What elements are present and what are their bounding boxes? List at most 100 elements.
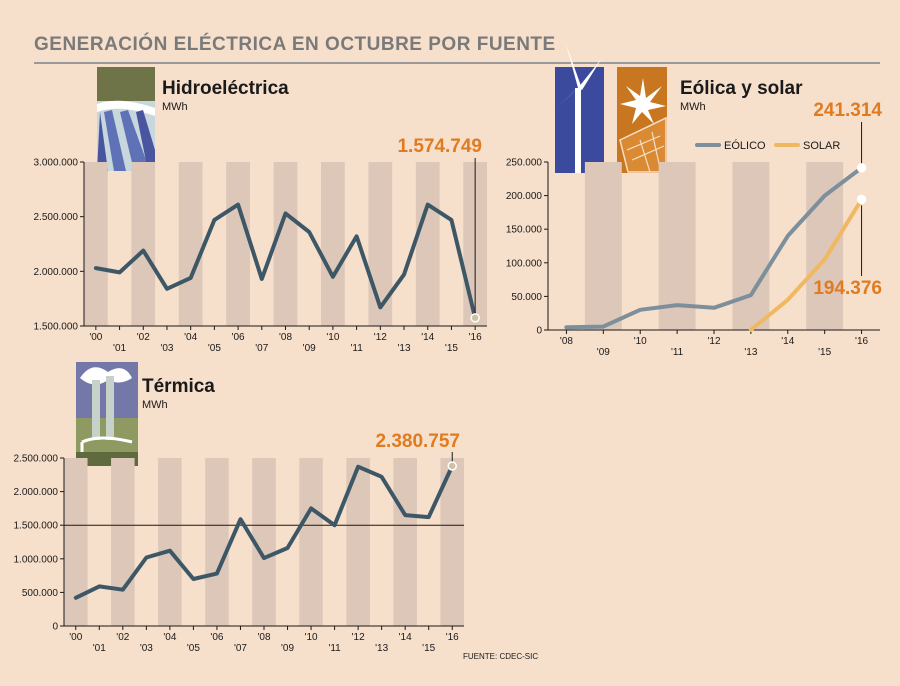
wind-solar-unit: MWh bbox=[680, 101, 706, 113]
y-tick-label: 0 bbox=[536, 326, 542, 337]
stripe bbox=[226, 162, 250, 326]
stripe bbox=[158, 458, 182, 626]
x-tick-label: '14 bbox=[781, 336, 794, 347]
stripe bbox=[732, 162, 770, 330]
stripe bbox=[131, 162, 156, 326]
eolico-highlight-value: 241.314 bbox=[813, 100, 882, 121]
x-tick-label: '08 bbox=[279, 332, 292, 343]
title-divider bbox=[34, 62, 880, 64]
y-tick-label: 200.000 bbox=[506, 191, 543, 202]
solar-line bbox=[748, 197, 864, 332]
x-tick-label: '11 bbox=[328, 643, 341, 654]
x-tick-label: '11 bbox=[671, 347, 684, 358]
wind-solar-chart: 0 50.000 100.000 150.000 200.000 250.000 '08 '0… bbox=[506, 100, 883, 358]
x-tick-label: '13 bbox=[398, 343, 411, 354]
x-tick-label: '13 bbox=[375, 643, 388, 654]
y-tick-label: 1.500.000 bbox=[14, 521, 59, 532]
y-tick-label: 2.500.000 bbox=[14, 454, 59, 465]
x-tick-label: '16 bbox=[469, 332, 482, 343]
endpoint-marker bbox=[447, 461, 457, 471]
stripe bbox=[273, 162, 298, 326]
stripe bbox=[806, 162, 844, 330]
y-tick-label: 0 bbox=[52, 622, 58, 633]
y-tick-label: 100.000 bbox=[506, 258, 543, 269]
y-tick-label: 50.000 bbox=[511, 292, 542, 303]
y-tick-label: 1.000.000 bbox=[14, 554, 59, 565]
x-tick-label: '09 bbox=[303, 343, 316, 354]
x-tick-label: '07 bbox=[234, 643, 247, 654]
x-tick-label: '00 bbox=[69, 632, 82, 643]
x-tick-label: '02 bbox=[116, 632, 129, 643]
hydro-chart: 1.500.000 2.000.000 2.500.000 3.000.000 '00 '… bbox=[34, 136, 487, 354]
thermal-unit: MWh bbox=[142, 399, 168, 411]
x-tick-label: '05 bbox=[187, 643, 200, 654]
y-tick-label: 3.000.000 bbox=[34, 158, 79, 169]
endpoint-marker bbox=[470, 313, 480, 323]
x-tick-label: '08 bbox=[560, 336, 573, 347]
stripe bbox=[84, 162, 108, 326]
y-tick-label: 500.000 bbox=[22, 588, 59, 599]
x-tick-label: '13 bbox=[744, 347, 757, 358]
stripe bbox=[415, 162, 440, 326]
page-title: GENERACIÓN ELÉCTRICA EN OCTUBRE POR FUEN… bbox=[34, 34, 556, 55]
y-tick-label: 250.000 bbox=[506, 158, 543, 169]
x-tick-label: '12 bbox=[374, 332, 387, 343]
legend-eolico-label: EÓLICO bbox=[724, 139, 766, 152]
y-tick-label: 2.000.000 bbox=[34, 267, 79, 278]
stripe bbox=[584, 162, 622, 330]
x-tick-label: '02 bbox=[137, 332, 150, 343]
source-note: FUENTE: CDEC-SIC bbox=[463, 652, 539, 661]
stripe bbox=[299, 458, 323, 626]
x-tick-label: '07 bbox=[255, 343, 268, 354]
y-tick-label: 2.500.000 bbox=[34, 212, 79, 223]
x-tick-label: '04 bbox=[163, 632, 176, 643]
x-tick-label: '08 bbox=[257, 632, 270, 643]
x-tick-label: '01 bbox=[93, 643, 106, 654]
dam-icon bbox=[97, 67, 155, 171]
thermal-title: Térmica bbox=[142, 376, 215, 397]
wind-solar-title: Eólica y solar bbox=[680, 78, 803, 99]
thermal-highlight-value: 2.380.757 bbox=[375, 431, 460, 452]
stripe bbox=[252, 458, 276, 626]
stripe bbox=[393, 458, 417, 626]
x-tick-label: '01 bbox=[113, 343, 126, 354]
x-tick-label: '06 bbox=[232, 332, 245, 343]
x-tick-label: '05 bbox=[208, 343, 221, 354]
y-tick-label: 1.500.000 bbox=[34, 322, 79, 333]
wind-solar-icon bbox=[555, 44, 667, 173]
x-tick-label: '11 bbox=[350, 343, 363, 354]
stripe bbox=[440, 458, 464, 626]
stripe bbox=[346, 458, 370, 626]
stripe bbox=[658, 162, 696, 330]
endpoint-marker bbox=[856, 163, 867, 173]
x-tick-label: '15 bbox=[818, 347, 831, 358]
y-tick-label: 150.000 bbox=[506, 225, 543, 236]
x-tick-label: '09 bbox=[597, 347, 610, 358]
x-tick-label: '15 bbox=[422, 643, 435, 654]
x-tick-label: '10 bbox=[326, 332, 339, 343]
legend-solar-label: SOLAR bbox=[803, 140, 840, 152]
x-tick-label: '06 bbox=[210, 632, 223, 643]
x-tick-label: '03 bbox=[140, 643, 153, 654]
x-tick-label: '16 bbox=[855, 336, 868, 347]
x-tick-label: '10 bbox=[634, 336, 647, 347]
y-tick-label: 2.000.000 bbox=[14, 487, 59, 498]
x-tick-label: '00 bbox=[89, 332, 102, 343]
solar-highlight-value: 194.376 bbox=[813, 278, 882, 299]
stripe bbox=[64, 458, 88, 626]
thermal-chart: 0 500.000 1.000.000 1.500.000 2.000.000 2.500… bbox=[14, 431, 464, 654]
stripe bbox=[178, 162, 203, 326]
stripe bbox=[205, 458, 229, 626]
x-tick-label: '10 bbox=[305, 632, 318, 643]
x-tick-label: '14 bbox=[421, 332, 434, 343]
endpoint-marker bbox=[856, 194, 867, 205]
x-tick-label: '12 bbox=[352, 632, 365, 643]
stripe bbox=[321, 162, 345, 326]
x-tick-label: '16 bbox=[446, 632, 459, 643]
thermal-plant-icon bbox=[76, 362, 138, 466]
x-tick-label: '14 bbox=[399, 632, 412, 643]
x-tick-label: '12 bbox=[707, 336, 720, 347]
x-tick-label: '03 bbox=[160, 343, 173, 354]
x-tick-label: '04 bbox=[184, 332, 197, 343]
